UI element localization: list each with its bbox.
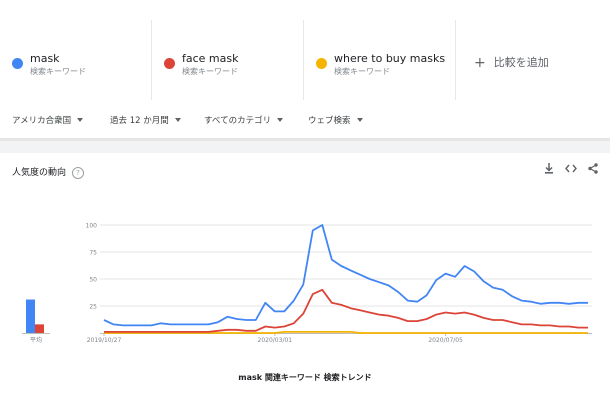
caret-down-icon — [174, 118, 181, 122]
term-color-dot — [164, 58, 175, 69]
x-tick-label: 2019/10/27 — [87, 337, 122, 344]
y-tick-label: 50 — [89, 277, 97, 284]
term-color-dot — [316, 58, 327, 69]
average-bar — [26, 299, 35, 333]
region-label: アメリカ合衆国 — [12, 116, 72, 126]
x-tick-labels: 2019/10/27 2020/03/01 2020/07/05 — [87, 333, 463, 344]
term-name: face mask — [182, 52, 239, 65]
term-card-mask[interactable]: mask 検索キーワード — [0, 20, 152, 100]
series-line-where-to-buy-masks — [104, 330, 588, 334]
interest-over-time-card: 人気度の動向? — [0, 153, 610, 353]
caret-down-icon — [356, 118, 363, 122]
y-tick-label: 25 — [89, 304, 97, 311]
x-tick-label: 2020/07/05 — [428, 337, 463, 344]
term-name: mask — [30, 52, 60, 65]
caret-down-icon — [77, 118, 84, 122]
add-comparison-label: 比較を追加 — [493, 56, 549, 69]
period-dropdown[interactable]: 過去 12 か月間 — [110, 114, 181, 126]
embed-icon[interactable] — [565, 163, 577, 177]
trend-chart: 平均 25 50 75 100 2019/10/27 2020/03/01 2020/07… — [22, 223, 592, 344]
category-label: すべてのカテゴリ — [204, 116, 272, 126]
category-dropdown[interactable]: すべてのカテゴリ — [204, 114, 284, 126]
term-card-face-mask[interactable]: face mask 検索キーワード — [152, 20, 304, 100]
series-line-face-mask — [104, 288, 588, 333]
help-icon[interactable]: ? — [72, 167, 85, 179]
y-tick-label: 100 — [86, 223, 98, 230]
term-name: where to buy masks — [334, 52, 446, 65]
add-comparison-button[interactable]: + 比較を追加 — [456, 20, 608, 100]
download-icon[interactable] — [544, 163, 554, 177]
term-type: 検索キーワード — [182, 67, 238, 76]
term-color-dot — [12, 58, 23, 69]
term-type: 検索キーワード — [334, 67, 390, 76]
chart-gridlines — [100, 224, 592, 334]
section-gap — [0, 141, 610, 153]
period-label: 過去 12 か月間 — [110, 116, 169, 126]
y-tick-labels: 25 50 75 100 — [86, 223, 98, 311]
filter-bar: アメリカ合衆国 過去 12 か月間 すべてのカテゴリ ウェブ検索 — [0, 100, 610, 141]
search-type-dropdown[interactable]: ウェブ検索 — [308, 114, 363, 126]
term-card-where-to-buy-masks[interactable]: where to buy masks 検索キーワード — [304, 20, 456, 100]
top-strip — [0, 0, 610, 20]
x-tick-label: 2020/03/01 — [258, 337, 293, 344]
chart-series — [103, 224, 588, 334]
section-title: 人気度の動向 — [12, 168, 67, 178]
average-label: 平均 — [30, 336, 42, 344]
term-type: 検索キーワード — [30, 67, 86, 76]
y-tick-label: 75 — [89, 250, 97, 257]
search-terms-bar: mask 検索キーワード face mask 検索キーワード where to … — [0, 20, 610, 101]
share-icon[interactable] — [588, 163, 598, 177]
chart-caption: mask 関連キーワード 検索トレンド — [238, 373, 372, 382]
region-dropdown[interactable]: アメリカ合衆国 — [12, 114, 84, 126]
caret-down-icon — [277, 118, 284, 122]
search-type-label: ウェブ検索 — [308, 116, 351, 126]
average-bars: 平均 — [22, 299, 50, 344]
average-bar — [35, 324, 44, 333]
series-line-mask — [103, 224, 588, 327]
plus-icon: + — [474, 55, 486, 71]
